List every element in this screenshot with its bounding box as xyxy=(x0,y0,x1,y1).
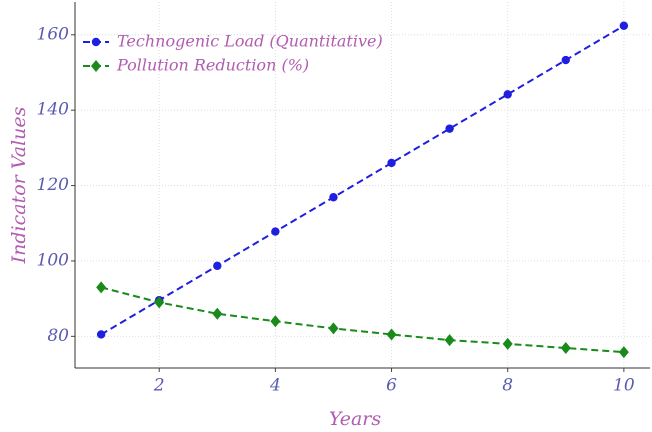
marker xyxy=(561,55,570,65)
legend-marker xyxy=(91,37,101,47)
marker xyxy=(502,337,513,350)
marker xyxy=(387,158,396,168)
y-tick-label: 120 xyxy=(37,175,70,195)
marker xyxy=(618,346,629,359)
marker xyxy=(96,330,106,339)
marker xyxy=(386,328,397,341)
series-line xyxy=(100,286,624,354)
marker xyxy=(619,21,629,30)
y-tick-label: 160 xyxy=(37,24,70,44)
marker xyxy=(445,124,454,133)
marker xyxy=(444,334,455,347)
legend-label: Pollution Reduction (%) xyxy=(116,56,309,75)
marker xyxy=(270,315,281,328)
marker xyxy=(503,90,512,99)
y-axis-label: Indicator Values xyxy=(8,106,30,264)
x-tick-label: 4 xyxy=(269,376,281,396)
x-axis-label: Years xyxy=(329,408,382,430)
x-tick-label: 10 xyxy=(613,376,635,396)
marker xyxy=(560,342,571,355)
x-tick-label: 2 xyxy=(153,376,165,396)
marker xyxy=(329,193,338,202)
legend-marker xyxy=(91,60,101,72)
legend-label: Technogenic Load (Quantitative) xyxy=(117,32,383,51)
marker xyxy=(328,322,339,335)
marker xyxy=(271,227,280,236)
marker xyxy=(213,261,222,271)
y-tick-label: 80 xyxy=(47,326,69,346)
x-tick-label: 6 xyxy=(386,376,397,396)
series-line xyxy=(100,24,625,336)
marker xyxy=(212,307,223,320)
marker xyxy=(154,296,165,309)
x-tick-label: 8 xyxy=(502,376,513,396)
marker xyxy=(96,281,107,294)
y-tick-label: 100 xyxy=(37,250,70,270)
y-tick-label: 140 xyxy=(37,100,70,120)
